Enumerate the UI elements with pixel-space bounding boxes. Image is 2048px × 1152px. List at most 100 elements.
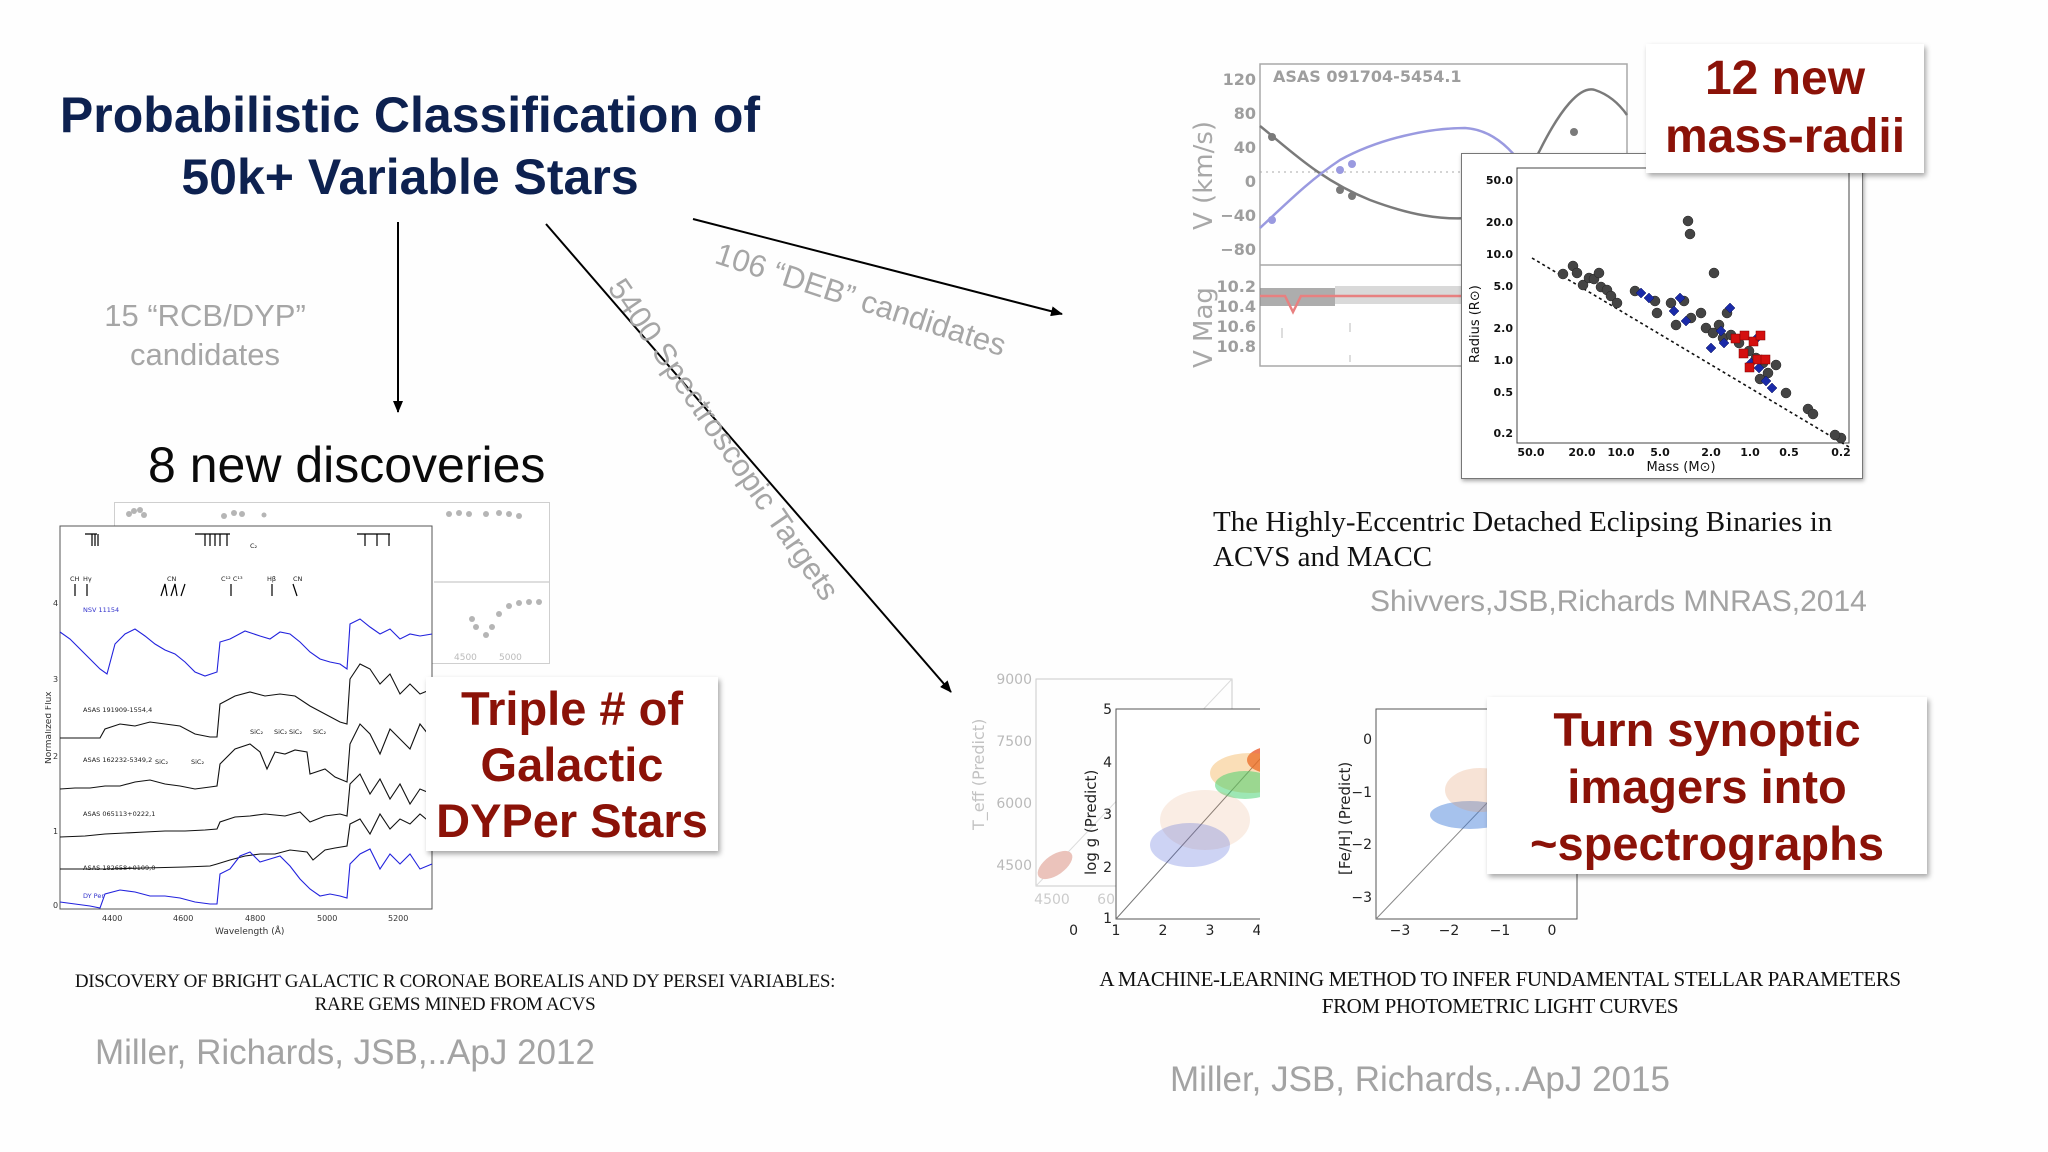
svg-text:5.0: 5.0 xyxy=(1494,280,1514,293)
svg-text:2.0: 2.0 xyxy=(1701,446,1721,459)
svg-text:−2: −2 xyxy=(1439,923,1460,939)
svg-text:T_eff (Predict): T_eff (Predict) xyxy=(969,719,989,831)
svg-text:ASAS 065113+0222,1: ASAS 065113+0222,1 xyxy=(83,810,155,818)
svg-text:3: 3 xyxy=(53,675,58,684)
svg-text:4800: 4800 xyxy=(245,914,265,923)
svg-text:0.2: 0.2 xyxy=(1831,446,1851,459)
svg-text:10.0: 10.0 xyxy=(1607,446,1634,459)
svg-text:4400: 4400 xyxy=(102,914,122,923)
svg-text:7500: 7500 xyxy=(996,734,1032,750)
svg-text:CH: CH xyxy=(70,575,80,583)
citation-2012: Miller, Richards, JSB,..ApJ 2012 xyxy=(95,1033,595,1072)
svg-text:SiC₂: SiC₂ xyxy=(191,758,204,766)
svg-text:4: 4 xyxy=(1103,755,1112,771)
callout-line: Galactic xyxy=(480,738,664,791)
svg-text:4500: 4500 xyxy=(454,653,477,663)
svg-text:Hγ: Hγ xyxy=(83,575,92,583)
svg-text:4: 4 xyxy=(1253,923,1260,939)
svg-text:V (km/s): V (km/s) xyxy=(1189,121,1219,230)
callout-line: imagers into xyxy=(1567,760,1847,813)
svg-text:Normalized Flux: Normalized Flux xyxy=(45,691,54,764)
svg-text:2: 2 xyxy=(1159,923,1168,939)
svg-text:9000: 9000 xyxy=(996,672,1032,688)
callout-mass-radii: 12 new mass-radii xyxy=(1646,44,1924,173)
paper-title-2015: A MACHINE-LEARNING METHOD TO INFER FUNDA… xyxy=(1005,966,1995,1020)
svg-text:0.5: 0.5 xyxy=(1779,446,1799,459)
svg-text:−1: −1 xyxy=(1351,785,1372,801)
paper-title-line: FROM PHOTOMETRIC LIGHT CURVES xyxy=(1321,994,1679,1018)
svg-text:1: 1 xyxy=(1103,911,1112,927)
svg-text:SiC₂: SiC₂ xyxy=(313,728,326,736)
svg-text:4500: 4500 xyxy=(996,858,1032,874)
svg-text:ASAS 191909-1554,4: ASAS 191909-1554,4 xyxy=(83,706,152,714)
svg-text:4600: 4600 xyxy=(173,914,193,923)
slide-title-line-2: 50k+ Variable Stars xyxy=(181,149,639,205)
svg-text:4500: 4500 xyxy=(1034,892,1070,908)
callout-spectrographs: Turn synoptic imagers into ~spectrograph… xyxy=(1487,697,1927,874)
rcb-candidates-label: 15 “RCB/DYP” candidates xyxy=(80,296,330,374)
svg-text:50.0: 50.0 xyxy=(1486,174,1513,187)
svg-text:Mass (M⊙): Mass (M⊙) xyxy=(1646,460,1715,475)
callout-line: DYPer Stars xyxy=(436,794,708,847)
svg-text:10.2: 10.2 xyxy=(1217,277,1256,296)
callout-line: Turn synoptic xyxy=(1553,703,1861,756)
spectra-figure: 0 1 2 3 4 4400 4600 4800 5000 5200 Wavel… xyxy=(45,525,433,936)
svg-text:0: 0 xyxy=(53,901,58,910)
svg-text:−3: −3 xyxy=(1390,923,1411,939)
svg-text:CN: CN xyxy=(293,575,303,583)
svg-text:0: 0 xyxy=(1363,732,1372,748)
arrow-deb xyxy=(692,218,1063,317)
svg-text:C¹² C¹³: C¹² C¹³ xyxy=(221,575,243,583)
paper-title-line: RARE GEMS MINED FROM ACVS xyxy=(314,994,596,1015)
svg-text:50.0: 50.0 xyxy=(1517,446,1544,459)
slide-title-line-1: Probabilistic Classification of xyxy=(59,87,761,143)
svg-text:SiC₂: SiC₂ xyxy=(274,728,287,736)
rcb-count: 15 “RCB/DYP” xyxy=(104,298,306,333)
svg-text:10.8: 10.8 xyxy=(1217,337,1256,356)
svg-text:0: 0 xyxy=(1548,923,1557,939)
callout-line: mass-radii xyxy=(1664,110,1906,163)
svg-text:0.2: 0.2 xyxy=(1494,427,1514,440)
citation-2014: Shivvers,JSB,Richards MNRAS,2014 xyxy=(1370,585,1867,618)
svg-text:40: 40 xyxy=(1234,138,1256,157)
svg-text:5000: 5000 xyxy=(317,914,337,923)
svg-text:DY Per: DY Per xyxy=(83,892,104,900)
paper-title-line: DISCOVERY OF BRIGHT GALACTIC R CORONAE B… xyxy=(74,971,836,992)
svg-text:SiC₂: SiC₂ xyxy=(155,758,168,766)
svg-text:ASAS 162232-5349,2: ASAS 162232-5349,2 xyxy=(83,756,152,764)
svg-text:log g (Predict): log g (Predict) xyxy=(1082,770,1100,875)
svg-text:[Fe/H] (Predict): [Fe/H] (Predict) xyxy=(1336,762,1354,875)
svg-text:80: 80 xyxy=(1234,104,1256,123)
svg-text:ASAS 091704-5454.1: ASAS 091704-5454.1 xyxy=(1273,67,1462,86)
svg-text:−80: −80 xyxy=(1220,240,1256,259)
svg-text:3: 3 xyxy=(1103,807,1112,823)
callout-line: 12 new xyxy=(1704,52,1866,105)
svg-text:10.4: 10.4 xyxy=(1217,297,1256,316)
svg-text:2: 2 xyxy=(1103,860,1112,876)
svg-text:SiC₂: SiC₂ xyxy=(289,728,302,736)
callout-triple-dyper: Triple # of Galactic DYPer Stars xyxy=(426,677,718,851)
paper-title-line: ACVS and MACC xyxy=(1213,541,1433,573)
svg-text:1.0: 1.0 xyxy=(1494,354,1514,367)
svg-text:−2: −2 xyxy=(1351,837,1372,853)
svg-text:5000: 5000 xyxy=(499,653,522,663)
svg-text:0.5: 0.5 xyxy=(1494,386,1514,399)
svg-text:C₂: C₂ xyxy=(250,542,258,550)
logg-figure: 5 4 3 2 1 0 1 2 3 4 5 log g (Predict) xyxy=(1069,702,1260,939)
svg-text:0: 0 xyxy=(1069,923,1078,939)
arrow-diagonal-spec xyxy=(545,223,952,693)
citation-2015: Miller, JSB, Richards,..ApJ 2015 xyxy=(1170,1060,1670,1099)
svg-text:2.0: 2.0 xyxy=(1494,322,1514,335)
paper-title-line: The Highly-Eccentric Detached Eclipsing … xyxy=(1213,506,1833,538)
svg-text:ASAS 182658+0109,0: ASAS 182658+0109,0 xyxy=(83,864,155,872)
svg-text:3: 3 xyxy=(1206,923,1215,939)
new-discoveries-heading: 8 new discoveries xyxy=(148,437,546,493)
svg-text:−40: −40 xyxy=(1220,206,1256,225)
svg-text:NSV 11154: NSV 11154 xyxy=(83,606,119,614)
svg-text:4: 4 xyxy=(53,599,58,608)
callout-line: ~spectrographs xyxy=(1530,817,1884,870)
svg-text:0: 0 xyxy=(1245,172,1256,191)
svg-text:10.0: 10.0 xyxy=(1486,248,1513,261)
svg-text:2: 2 xyxy=(53,752,58,761)
